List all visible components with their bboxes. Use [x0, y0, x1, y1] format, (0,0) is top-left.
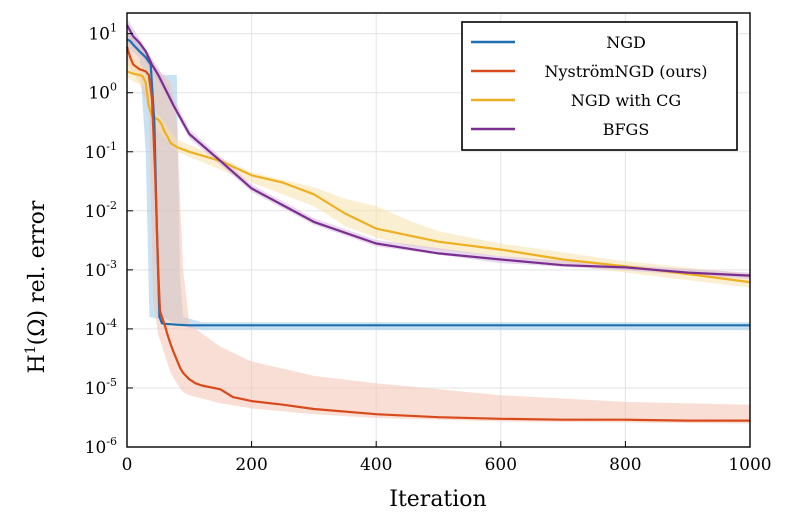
- x-axis-label: Iteration: [389, 487, 486, 512]
- legend: NGD NyströmNGD (ours) NGD with CG BFGS: [461, 21, 738, 151]
- legend-label-3: BFGS: [603, 120, 650, 139]
- axis-ticks: 0 200 400 600 800 1000 101 100 10-1 10-2 10-3 10-4 1…: [85, 22, 772, 475]
- x-tick-label: 400: [360, 455, 392, 475]
- x-tick-label: 800: [609, 455, 641, 475]
- series-line-1: [125, 46, 750, 422]
- legend-label-0: NGD: [606, 33, 646, 52]
- series-band-2: [127, 51, 750, 288]
- x-tick-label: 600: [485, 455, 517, 475]
- y-tick-label: 100: [88, 81, 117, 104]
- series-band-1: [127, 31, 750, 424]
- series-line-3: [126, 24, 751, 277]
- y-tick-label: 10-1: [85, 140, 117, 163]
- y-axis-label-base: H: [25, 354, 50, 373]
- x-tick-label: 0: [122, 455, 133, 475]
- y-axis-label-sup: 1: [23, 345, 39, 354]
- y-tick-label: 10-2: [85, 199, 117, 222]
- series-line-2: [126, 70, 751, 284]
- y-axis-label: H1(Ω) rel. error: [23, 200, 50, 373]
- legend-label-2: NGD with CG: [571, 91, 681, 110]
- confidence-bands: [127, 18, 750, 424]
- series-line-0: [126, 38, 750, 327]
- legend-label-1: NyströmNGD (ours): [544, 62, 707, 81]
- series-lines: [125, 24, 751, 422]
- y-tick-label: 10-4: [85, 317, 117, 340]
- y-tick-label: 10-6: [85, 435, 117, 458]
- y-axis-label-rest: (Ω) rel. error: [25, 200, 50, 345]
- x-tick-label: 1000: [728, 455, 771, 475]
- x-tick-label: 200: [235, 455, 267, 475]
- y-tick-label: 10-3: [85, 258, 117, 281]
- y-tick-label: 101: [88, 22, 117, 45]
- y-tick-label: 10-5: [85, 376, 117, 399]
- plot-frame: [126, 12, 751, 448]
